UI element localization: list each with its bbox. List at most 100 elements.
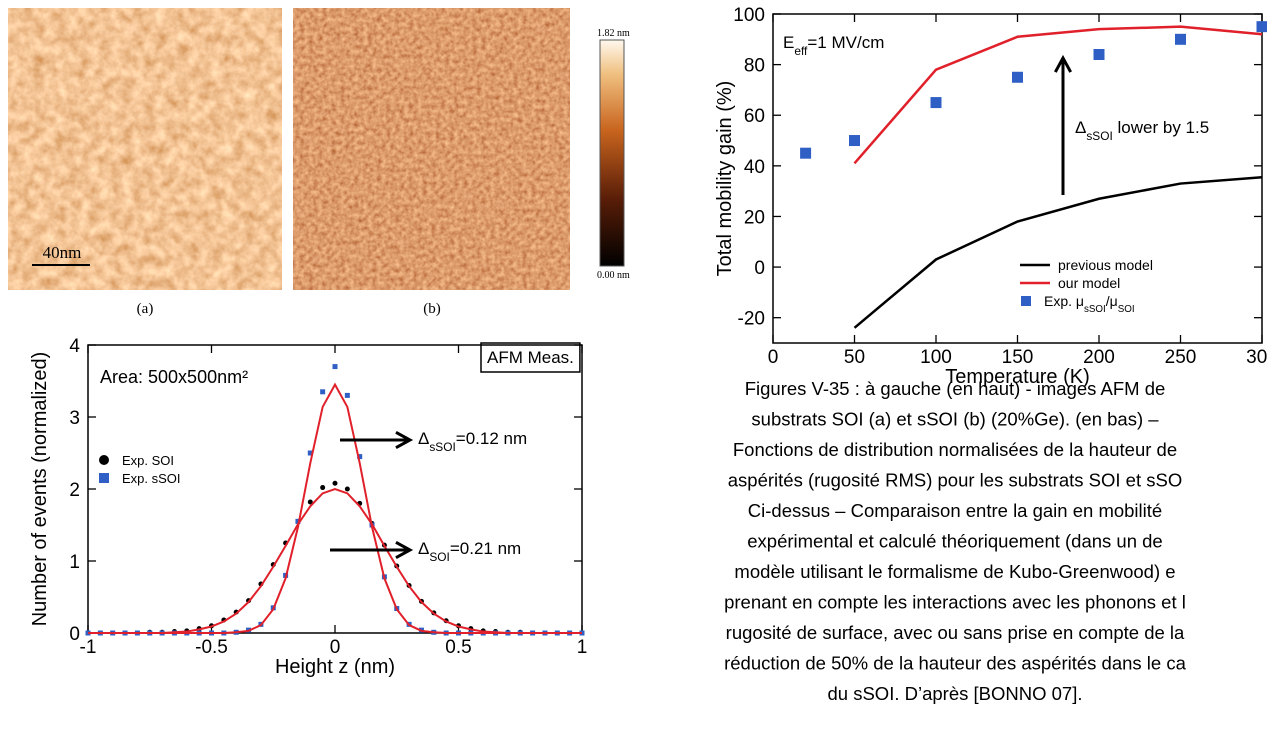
legend-label: previous model bbox=[1058, 257, 1153, 273]
text-part: SOI bbox=[429, 550, 449, 564]
x-tick-label: 300 bbox=[1246, 347, 1267, 368]
point bbox=[1012, 71, 1023, 83]
text-part: lower by 1.5 bbox=[1113, 118, 1209, 137]
y-tick-label: 80 bbox=[744, 56, 765, 77]
text-part: Δ bbox=[418, 539, 429, 558]
text-part: sSOI bbox=[1084, 304, 1106, 315]
legend-label: Exp. μsSOI/μSOI bbox=[1044, 293, 1135, 315]
text-part: sSOI bbox=[1086, 129, 1112, 143]
y-axis-title: Total mobility gain (%) bbox=[714, 81, 736, 277]
point bbox=[1175, 33, 1186, 45]
image-label: (b) bbox=[423, 301, 441, 317]
colorbar-min: 0.00 nm bbox=[597, 270, 630, 281]
arrow-head bbox=[1054, 54, 1072, 73]
caption-line: expérimental et calculé théoriquement (d… bbox=[747, 531, 1162, 552]
caption-line: réduction de 50% de la hauteur des aspér… bbox=[724, 653, 1186, 674]
caption-line: aspérités (rugosité RMS) pour les substr… bbox=[728, 470, 1182, 491]
line bbox=[88, 382, 582, 634]
point bbox=[930, 97, 942, 109]
annotation: ΔsSOI=0.12 nm bbox=[418, 429, 527, 454]
caption-line: rugosité de surface, avec ou sans prise … bbox=[726, 622, 1185, 643]
text-part: =1 MV/cm bbox=[807, 33, 884, 52]
caption: Figures V-35 : à gauche (en haut) - imag… bbox=[724, 378, 1186, 704]
annotation: ΔsSOI lower by 1.5 bbox=[1075, 118, 1209, 143]
text-part: Δ bbox=[418, 429, 429, 448]
x-tick-label: 50 bbox=[844, 347, 865, 368]
x-tick-label: 0.5 bbox=[445, 637, 471, 658]
y-tick-label: 100 bbox=[733, 5, 765, 26]
line bbox=[88, 487, 582, 634]
point bbox=[1256, 21, 1267, 33]
y-tick-label: 0 bbox=[754, 258, 765, 279]
point bbox=[320, 485, 326, 491]
plot-frame bbox=[772, 13, 1263, 344]
caption-line: Fonctions de distribution normalisées de… bbox=[733, 439, 1177, 460]
text-part: =0.21 nm bbox=[450, 539, 521, 558]
image-label: (a) bbox=[137, 301, 154, 317]
annotation: Area: 500x500nm² bbox=[100, 367, 248, 387]
caption-line: Ci-dessus – Comparaison entre la gain en… bbox=[748, 500, 1162, 521]
colorbar-max: 1.82 nm bbox=[597, 28, 630, 39]
x-tick-label: 0 bbox=[330, 637, 341, 658]
annotation: AFM Meas. bbox=[487, 348, 574, 367]
text-part: =0.12 nm bbox=[456, 429, 527, 448]
caption-line: Figures V-35 : à gauche (en haut) - imag… bbox=[745, 378, 1166, 399]
point bbox=[332, 480, 338, 486]
y-tick-label: 2 bbox=[69, 480, 80, 501]
annotation: Eeff=1 MV/cm bbox=[783, 33, 884, 58]
point bbox=[357, 454, 363, 460]
text-part: Δ bbox=[1075, 118, 1086, 137]
point bbox=[332, 364, 338, 370]
point bbox=[320, 389, 326, 395]
annotation: ΔSOI=0.21 nm bbox=[418, 539, 521, 564]
text-part: /μ bbox=[1106, 293, 1118, 309]
x-tick-label: 250 bbox=[1165, 347, 1197, 368]
y-tick-label: 40 bbox=[744, 157, 765, 178]
y-tick-label: -20 bbox=[738, 309, 765, 330]
y-tick-label: 20 bbox=[744, 207, 765, 228]
x-tick-label: 1 bbox=[577, 637, 588, 658]
y-tick-label: 0 bbox=[69, 624, 80, 645]
x-tick-label: -0.5 bbox=[195, 637, 228, 658]
caption-line: du sSOI. D’après [BONNO 07]. bbox=[828, 683, 1083, 704]
x-tick-label: -1 bbox=[80, 637, 97, 658]
legend-swatch bbox=[99, 473, 109, 483]
point bbox=[344, 392, 350, 398]
line bbox=[853, 25, 1263, 165]
afm-image-a bbox=[8, 8, 282, 290]
arrow-head bbox=[395, 431, 414, 449]
legend-label: our model bbox=[1058, 275, 1120, 291]
y-tick-label: 60 bbox=[744, 106, 765, 127]
caption-line: substrats SOI (a) et sSOI (b) (20%Ge). (… bbox=[751, 409, 1159, 430]
text-part: eff bbox=[794, 44, 808, 58]
legend-label: Exp. SOI bbox=[122, 453, 174, 468]
point bbox=[344, 486, 350, 492]
y-tick-label: 4 bbox=[69, 336, 80, 357]
x-axis-title: Height z (nm) bbox=[275, 656, 395, 678]
line bbox=[853, 175, 1263, 329]
x-tick-label: 150 bbox=[1002, 347, 1034, 368]
caption-line: modèle utilisant le formalisme de Kubo-G… bbox=[734, 561, 1175, 582]
text-part: E bbox=[783, 33, 794, 52]
point bbox=[849, 135, 860, 147]
legend-swatch bbox=[1021, 296, 1031, 306]
point bbox=[307, 450, 313, 456]
text-part: sSOI bbox=[429, 440, 455, 454]
point bbox=[800, 147, 812, 159]
y-tick-label: 1 bbox=[69, 552, 80, 573]
text-part: Exp. μ bbox=[1044, 293, 1084, 309]
point bbox=[1093, 48, 1105, 60]
annotation-box bbox=[480, 342, 581, 373]
x-tick-label: 100 bbox=[920, 347, 952, 368]
arrow-head bbox=[395, 541, 414, 559]
text-part: SOI bbox=[1118, 304, 1135, 315]
caption-line: prenant en compte les interactions avec … bbox=[724, 592, 1186, 613]
y-tick-label: 3 bbox=[69, 408, 80, 429]
legend-label: Exp. sSOI bbox=[122, 471, 181, 486]
y-axis-title: Number of events (normalized) bbox=[29, 352, 51, 627]
point bbox=[307, 499, 313, 505]
legend-swatch bbox=[99, 455, 109, 465]
point bbox=[295, 518, 301, 524]
